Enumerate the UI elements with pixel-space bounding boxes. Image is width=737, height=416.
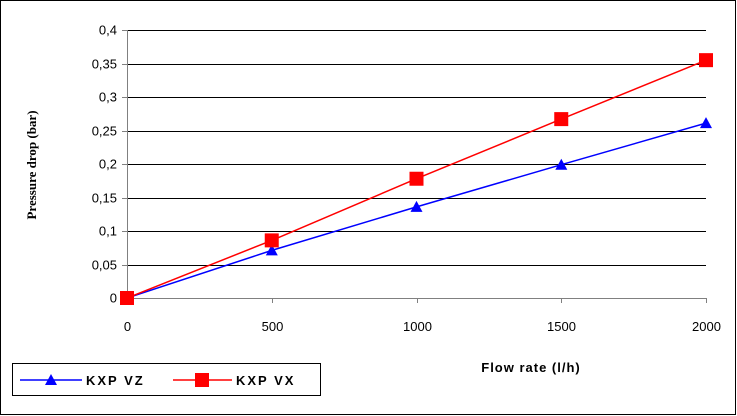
- x-tick-label: 500: [262, 319, 284, 334]
- legend-marker-kxp-vz: [45, 374, 57, 385]
- y-axis-label: Pressure drop (bar): [24, 110, 39, 219]
- point-kxp-vx: [409, 171, 424, 186]
- point-kxp-vz: [410, 200, 423, 212]
- legend-label-kxp-vz: KXP VZ: [86, 373, 145, 388]
- y-tick-label: 0,4: [99, 23, 117, 38]
- x-tick-label: 2000: [692, 319, 721, 334]
- x-axis-label: Flow rate (l/h): [481, 360, 581, 375]
- legend-label-kxp-vx: KXP VX: [236, 373, 295, 388]
- y-tick-label: 0,2: [99, 157, 117, 172]
- y-tick-label: 0,15: [92, 191, 117, 206]
- point-kxp-vx: [554, 112, 569, 127]
- point-kxp-vx: [699, 53, 713, 68]
- point-kxp-vz: [265, 244, 278, 256]
- legend-marker-kxp-vx: [195, 373, 209, 387]
- x-tick-label: 1000: [403, 319, 432, 334]
- point-kxp-vx: [264, 233, 279, 248]
- legend: KXP VZ KXP VX: [12, 363, 321, 396]
- y-tick-label: 0,35: [92, 57, 117, 72]
- series: [120, 53, 713, 305]
- x-tick-labels: 0 500 1000 1500 2000: [124, 319, 721, 334]
- y-tick-labels: 0 0,05 0,1 0,15 0,2 0,25 0,3 0,35 0,4: [92, 23, 117, 306]
- y-tick-label: 0,05: [92, 258, 117, 273]
- y-tick-label: 0,1: [99, 224, 117, 239]
- point-kxp-vz: [555, 158, 568, 170]
- point-kxp-vx: [120, 291, 134, 305]
- x-tick-label: 1500: [547, 319, 576, 334]
- point-kxp-vz: [700, 117, 712, 129]
- y-tick-label: 0: [110, 291, 117, 306]
- y-tick-label: 0,25: [92, 124, 117, 139]
- x-tick-label: 0: [124, 319, 131, 334]
- y-tick-label: 0,3: [99, 90, 117, 105]
